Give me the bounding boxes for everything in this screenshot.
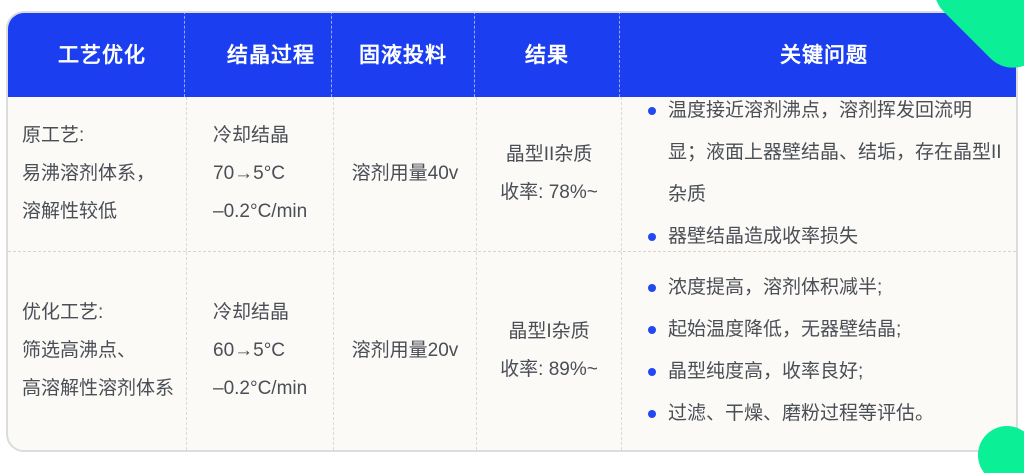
- process-line: 筛选高沸点、: [22, 340, 137, 361]
- list-item: 浓度提高，溶剂体积减半;: [646, 267, 1002, 309]
- crystallization-line: –0.2°C/min: [213, 378, 308, 399]
- table-row-original-process: 原工艺: 易沸溶剂体系， 溶解性较低 冷却结晶 70→5°C –0.2°C/mi…: [8, 97, 1016, 252]
- cell-key-issues: 温度接近溶剂沸点，溶剂挥发回流明显；液面上器壁结晶、结垢，存在晶型II杂质 器壁…: [622, 97, 1016, 251]
- list-item: 过滤、干燥、磨粉过程等评估。: [646, 393, 1002, 435]
- bullet-dot-icon: [648, 410, 656, 418]
- result-line: 收率: 89%~: [500, 359, 598, 380]
- process-line: 高溶解性溶剂体系: [22, 378, 175, 399]
- cell-feeding: 溶剂用量40v: [334, 97, 477, 251]
- process-line: 优化工艺:: [22, 302, 104, 323]
- crystallization-line: –0.2°C/min: [213, 201, 308, 222]
- bullet-dot-icon: [648, 233, 656, 241]
- green-circle-decoration: [978, 426, 1024, 473]
- list-item: 器壁结晶造成收率损失: [646, 216, 1002, 258]
- cell-result: 晶型II杂质 收率: 78%~: [477, 97, 622, 251]
- header-solid-liquid-feeding: 固液投料: [332, 13, 475, 97]
- header-process-optimization: 工艺优化: [8, 13, 185, 97]
- table-header-row: 工艺优化 结晶过程 固液投料 结果 关键问题: [8, 13, 1016, 97]
- process-comparison-table: 工艺优化 结晶过程 固液投料 结果 关键问题 原工艺: 易沸溶剂体系， 溶解性较…: [6, 11, 1018, 452]
- cell-crystallization: 冷却结晶 60→5°C –0.2°C/min: [187, 252, 334, 450]
- issue-text: 温度接近溶剂沸点，溶剂挥发回流明显；液面上器壁结晶、结垢，存在晶型II杂质: [668, 100, 1002, 205]
- issue-text: 起始温度降低，无器壁结晶;: [668, 319, 902, 340]
- header-result: 结果: [475, 13, 620, 97]
- process-line: 原工艺:: [22, 125, 85, 146]
- cell-process: 原工艺: 易沸溶剂体系， 溶解性较低: [8, 97, 187, 251]
- cell-feeding: 溶剂用量20v: [334, 252, 477, 450]
- feeding-value: 溶剂用量20v: [351, 340, 459, 361]
- issues-list: 温度接近溶剂沸点，溶剂挥发回流明显；液面上器壁结晶、结垢，存在晶型II杂质 器壁…: [646, 90, 1002, 258]
- issue-text: 晶型纯度高，收率良好;: [668, 361, 864, 382]
- issue-text: 浓度提高，溶剂体积减半;: [668, 277, 883, 298]
- bullet-dot-icon: [648, 368, 656, 376]
- bullet-dot-icon: [648, 107, 656, 115]
- cell-process: 优化工艺: 筛选高沸点、 高溶解性溶剂体系: [8, 252, 187, 450]
- list-item: 起始温度降低，无器壁结晶;: [646, 309, 1002, 351]
- cell-key-issues: 浓度提高，溶剂体积减半; 起始温度降低，无器壁结晶; 晶型纯度高，收率良好; 过…: [622, 252, 1016, 450]
- header-key-issues: 关键问题: [780, 44, 868, 67]
- list-item: 温度接近溶剂沸点，溶剂挥发回流明显；液面上器壁结晶、结垢，存在晶型II杂质: [646, 90, 1002, 216]
- bullet-dot-icon: [648, 326, 656, 334]
- cell-crystallization: 冷却结晶 70→5°C –0.2°C/min: [187, 97, 334, 251]
- result-line: 晶型II杂质: [505, 144, 593, 165]
- crystallization-line: 冷却结晶: [213, 302, 290, 323]
- list-item: 晶型纯度高，收率良好;: [646, 351, 1002, 393]
- issues-list: 浓度提高，溶剂体积减半; 起始温度降低，无器壁结晶; 晶型纯度高，收率良好; 过…: [646, 267, 1002, 435]
- header-crystallization: 结晶过程: [185, 13, 332, 97]
- result-line: 收率: 78%~: [500, 182, 598, 203]
- feeding-value: 溶剂用量40v: [351, 163, 459, 184]
- crystallization-line: 70→5°C: [213, 163, 286, 184]
- crystallization-line: 60→5°C: [213, 340, 286, 361]
- cell-result: 晶型I杂质 收率: 89%~: [477, 252, 622, 450]
- process-line: 溶解性较低: [22, 201, 118, 222]
- issue-text: 器壁结晶造成收率损失: [668, 226, 859, 247]
- bullet-dot-icon: [648, 284, 656, 292]
- process-line: 易沸溶剂体系，: [22, 163, 156, 184]
- result-line: 晶型I杂质: [508, 321, 590, 342]
- issue-text: 过滤、干燥、磨粉过程等评估。: [668, 403, 935, 424]
- crystallization-line: 冷却结晶: [213, 125, 290, 146]
- table-row-optimized-process: 优化工艺: 筛选高沸点、 高溶解性溶剂体系 冷却结晶 60→5°C –0.2°C…: [8, 252, 1016, 450]
